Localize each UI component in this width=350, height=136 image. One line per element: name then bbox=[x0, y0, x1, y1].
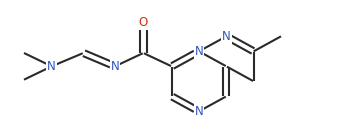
Text: O: O bbox=[139, 16, 148, 30]
Text: N: N bbox=[195, 45, 203, 58]
Text: N: N bbox=[222, 30, 231, 43]
Text: N: N bbox=[47, 60, 56, 73]
Text: N: N bbox=[111, 60, 119, 73]
Text: N: N bbox=[195, 105, 203, 118]
